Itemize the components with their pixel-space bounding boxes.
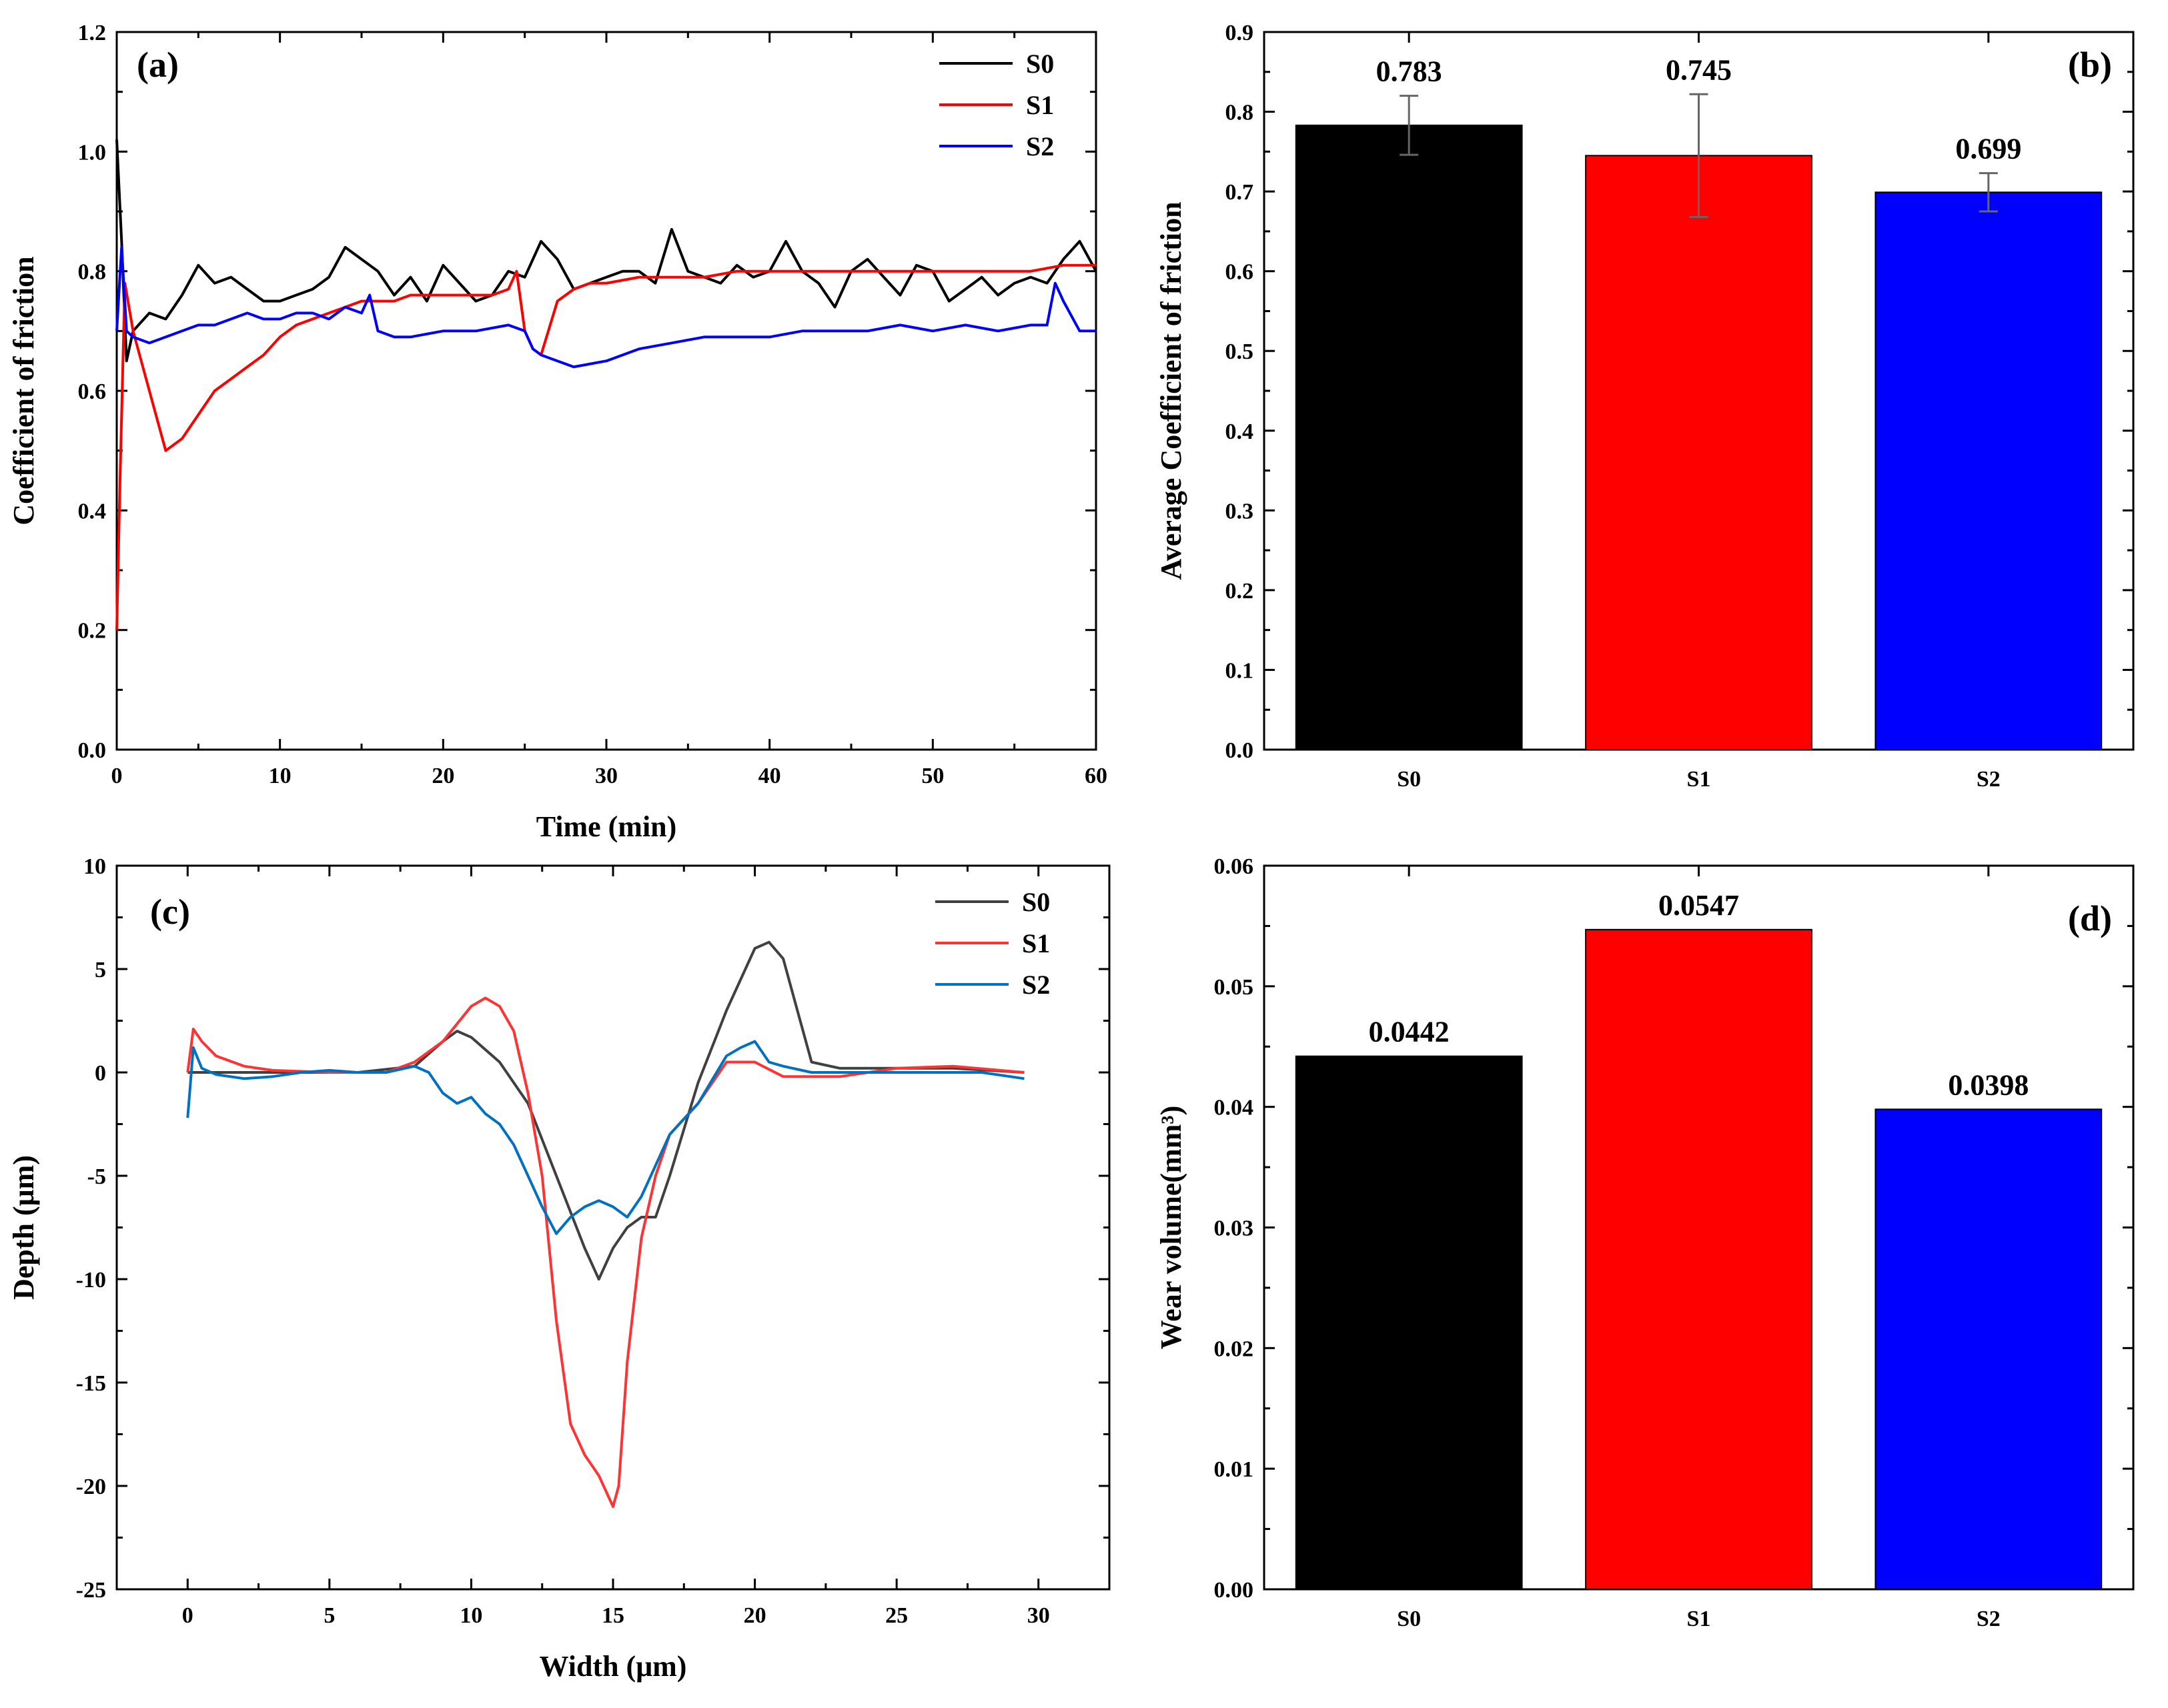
x-axis-title: Width (μm): [540, 1650, 687, 1683]
x-tick-label: 5: [324, 1603, 335, 1628]
y-tick-label: 0.6: [78, 379, 107, 404]
y-tick-label: 0.4: [1225, 419, 1254, 444]
y-tick-label: 0.1: [1225, 658, 1254, 683]
x-category-label: S1: [1687, 767, 1711, 792]
y-axis-title: Average Coefficient of friction: [1155, 201, 1187, 580]
bar-s0: [1295, 1055, 1523, 1590]
y-axis-title: Coefficient of friction: [7, 256, 40, 525]
panel-label: (c): [150, 892, 190, 932]
panel-label: (a): [137, 45, 179, 85]
series-line-s1: [115, 263, 1096, 630]
data-label-s2: 0.699: [1955, 133, 2021, 165]
x-category-label: S2: [1977, 767, 2001, 792]
y-tick-label: 5: [95, 958, 106, 982]
series-line-s1: [186, 996, 1025, 1508]
legend-label-s0: S0: [1022, 887, 1050, 917]
y-tick-label: 0.9: [1225, 21, 1254, 45]
plot-frame: [115, 864, 1111, 1591]
y-tick-label: 0.4: [78, 499, 107, 524]
x-tick-label: 15: [602, 1603, 624, 1628]
y-tick-label: -15: [76, 1371, 106, 1396]
x-tick-label: 0: [111, 764, 123, 788]
panel-4: 0.00 0.01 0.02 0.03 0.04 0.05 0.06 Wear volume(…: [1155, 854, 2135, 1631]
y-tick-label: 0.00: [1214, 1578, 1254, 1603]
y-tick-label: 0.7: [1225, 180, 1254, 205]
y-tick-label: 0.03: [1214, 1216, 1254, 1241]
y-tick-label: 0.3: [1225, 499, 1254, 524]
x-tick-label: 30: [595, 764, 618, 788]
legend: S0 S1 S2: [935, 887, 1050, 1000]
panel-1: 0.0 0.2 0.4 0.6 0.8 1.0 1.2 Coefficient of fric…: [7, 21, 1107, 843]
legend-label-s2: S2: [1026, 131, 1054, 161]
data-label-s2: 0.0398: [1948, 1068, 2029, 1101]
y-tick-label: 0.2: [78, 619, 107, 644]
x-tick-label: 50: [921, 764, 944, 788]
y-axis-title: Wear volume(mm³): [1155, 1106, 1187, 1350]
y-tick-label: 1.2: [78, 21, 107, 45]
y-tick-label: 0.6: [1225, 260, 1254, 285]
legend-label-s0: S0: [1026, 49, 1054, 79]
data-label-s1: 0.0547: [1658, 889, 1739, 922]
y-tick-label: -5: [87, 1164, 106, 1189]
series-line-s0: [187, 940, 1025, 1280]
y-tick-label: -10: [76, 1268, 106, 1293]
y-tick-label: -25: [76, 1578, 106, 1603]
panel-label: (d): [2068, 898, 2112, 938]
x-tick-label: 10: [269, 764, 292, 788]
y-tick-label: 10: [83, 854, 106, 879]
data-label-s0: 0.783: [1376, 55, 1442, 88]
x-tick-label: 25: [885, 1603, 908, 1628]
y-tick-label: 0.0: [78, 738, 107, 763]
y-tick-label: 0.05: [1214, 975, 1254, 1000]
data-label-s1: 0.745: [1666, 53, 1732, 86]
panel-3: -25 -20 -15 -10 -5 0 5 10 Depth (μm) 0 5 10 15 20 25 30…: [7, 854, 1111, 1683]
legend-label-s2: S2: [1022, 970, 1050, 1000]
x-category-label: S2: [1977, 1607, 2001, 1631]
panel-2: 0.0 0.1 0.2 0.3 0.4 0.5 0.6 0.7 0.8 0.9 Average Co…: [1155, 21, 2135, 792]
x-tick-label: 10: [460, 1603, 482, 1628]
series-line-s2: [115, 245, 1096, 369]
y-tick-label: 1.0: [78, 140, 107, 165]
legend-label-s1: S1: [1026, 90, 1054, 120]
panel-label: (b): [2068, 45, 2112, 85]
y-tick-label: 0.06: [1214, 854, 1254, 879]
bar-s2: [1874, 1108, 2103, 1590]
x-axis-title: Time (min): [536, 810, 677, 843]
y-axis-title: Depth (μm): [7, 1155, 40, 1300]
bar-s1: [1585, 928, 1812, 1590]
y-tick-label: 0: [95, 1061, 106, 1086]
x-category-label: S0: [1397, 767, 1421, 792]
x-tick-label: 20: [432, 764, 454, 788]
plot-frame: [115, 31, 1097, 751]
data-label-s0: 0.0442: [1369, 1016, 1450, 1048]
x-category-label: S1: [1687, 1607, 1711, 1631]
y-tick-label: -20: [76, 1475, 106, 1499]
y-tick-label: 0.5: [1225, 339, 1254, 364]
y-tick-label: 0.8: [78, 260, 107, 285]
y-tick-label: 0.01: [1214, 1457, 1254, 1482]
series-line-s2: [186, 1040, 1025, 1235]
bar-s1: [1585, 155, 1812, 751]
x-category-label: S0: [1397, 1607, 1421, 1631]
bar-s0: [1295, 124, 1523, 750]
x-tick-label: 60: [1085, 764, 1107, 788]
bar-s2: [1874, 191, 2103, 751]
y-tick-label: 0.8: [1225, 101, 1254, 125]
x-tick-label: 0: [182, 1603, 193, 1628]
y-tick-label: 0.2: [1225, 579, 1254, 604]
y-tick-label: 0.0: [1225, 738, 1254, 763]
x-tick-label: 20: [744, 1603, 766, 1628]
x-tick-label: 30: [1027, 1603, 1050, 1628]
y-tick-label: 0.02: [1214, 1337, 1254, 1361]
legend-label-s1: S1: [1022, 928, 1050, 958]
legend: S0 S1 S2: [939, 49, 1054, 161]
y-tick-label: 0.04: [1214, 1096, 1254, 1120]
x-tick-label: 40: [758, 764, 781, 788]
